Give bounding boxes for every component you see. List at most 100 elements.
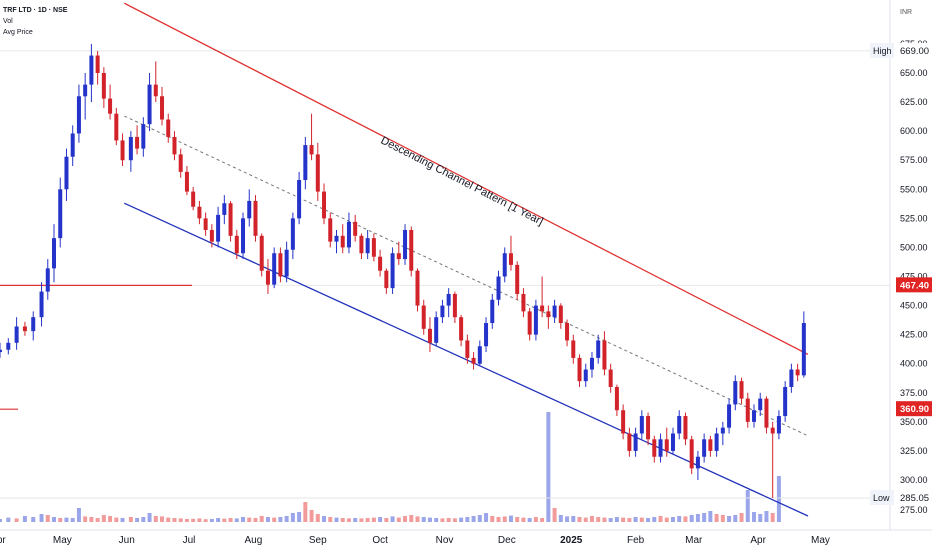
volume-bar: [614, 517, 619, 522]
volume-bar: [689, 515, 694, 522]
candle-body: [197, 206, 202, 219]
x-tick-label: 2025: [560, 535, 583, 546]
candle-body: [484, 323, 489, 347]
candle-body: [783, 386, 788, 417]
legend-avg-price[interactable]: Avg Price: [3, 29, 33, 36]
volume-bar: [153, 516, 158, 522]
candle-body: [646, 416, 651, 440]
candle-body: [403, 229, 408, 260]
volume-bar: [571, 516, 576, 522]
channel-lower-line[interactable]: [124, 202, 809, 517]
volume-bar: [384, 518, 389, 522]
volume-bar: [191, 518, 196, 522]
candle-body: [101, 73, 106, 99]
volume-bar: [714, 514, 719, 522]
volume-bar: [284, 516, 289, 522]
candle-body: [259, 235, 264, 271]
candle-body: [589, 357, 594, 370]
candle-body: [58, 189, 63, 239]
volume-bar: [465, 517, 470, 522]
candle-body: [172, 136, 177, 155]
volume-bar: [209, 519, 214, 522]
candle-body: [683, 416, 688, 440]
volume-bar: [646, 518, 651, 522]
volume-bar: [658, 516, 663, 522]
volume-bar: [727, 516, 732, 522]
volume-bar: [203, 519, 208, 522]
candle-body: [446, 293, 451, 306]
volume-bar: [197, 518, 202, 522]
volume-bar: [415, 516, 420, 522]
volume-bar: [95, 518, 100, 522]
candle-body: [128, 136, 133, 161]
candle-body: [334, 235, 339, 242]
y-tick-label: 600.00: [900, 126, 928, 136]
y-tick-label: 400.00: [900, 359, 928, 369]
volume-bar: [228, 518, 233, 522]
volume-bar: [477, 515, 482, 522]
channel-upper-line[interactable]: [124, 2, 809, 355]
volume-bar: [770, 513, 775, 522]
candle-body: [695, 456, 700, 469]
candle-body: [533, 305, 538, 335]
x-tick-label: Aug: [245, 535, 263, 546]
candle-body: [558, 305, 563, 324]
volume-bar: [22, 516, 27, 522]
candle-body: [434, 317, 439, 343]
candle-body: [789, 369, 794, 387]
volume-bar: [359, 518, 364, 522]
y-tick-label: 300.00: [900, 475, 928, 485]
volume-bar: [234, 518, 239, 522]
x-tick-label: Sep: [309, 535, 327, 546]
candle-body: [527, 311, 532, 335]
candle-body: [191, 191, 196, 207]
candle-body: [353, 221, 358, 236]
volume-bar: [390, 516, 395, 522]
volume-bar: [334, 517, 339, 522]
candle-body: [6, 342, 11, 350]
volume-bar: [633, 517, 638, 522]
candle-body: [147, 84, 152, 125]
legend-volume[interactable]: Vol: [3, 18, 13, 25]
candle-body: [795, 369, 800, 376]
volume-bar: [108, 516, 113, 522]
volume-bar: [776, 476, 781, 522]
volume-bar: [371, 517, 376, 522]
volume-bar: [83, 516, 88, 522]
descending-channel[interactable]: [124, 2, 809, 517]
candle-body: [702, 439, 707, 457]
legend-symbol[interactable]: TRF LTD · 1D · NSE: [3, 7, 68, 14]
candle-body: [64, 156, 69, 190]
candle-body: [652, 439, 657, 457]
candle-body: [346, 221, 351, 248]
volume-bar: [440, 518, 445, 522]
candle-body: [203, 218, 208, 230]
volume-bar: [596, 517, 601, 522]
price-tag-0-bg: [896, 277, 932, 293]
volume-bar: [502, 516, 507, 522]
candle-body: [471, 357, 476, 364]
y-tick-label: 425.00: [900, 330, 928, 340]
volume-bar: [322, 516, 327, 522]
volume-bar: [583, 517, 588, 522]
candle-body: [108, 98, 113, 114]
high-tag-value: 669.00: [900, 46, 929, 57]
volume-bar: [515, 517, 520, 522]
volume-bar: [396, 517, 401, 522]
y-tick-label: 325.00: [900, 446, 928, 456]
volume-bar: [222, 518, 227, 522]
volume-bar: [677, 516, 682, 522]
volume-bar: [76, 508, 81, 522]
candle-body: [739, 381, 744, 399]
time-axis[interactable]: Apr May Jun Jul Aug Sep Oct Nov Dec 2025 Feb Mar Apr…: [0, 529, 932, 546]
x-tick-label: Nov: [436, 535, 454, 546]
low-tag-label-bg: [870, 489, 894, 505]
volume-bar: [160, 516, 165, 522]
volume-bar: [739, 513, 744, 522]
candle-body: [552, 305, 557, 318]
candle-body: [120, 140, 125, 161]
candle-body: [340, 235, 345, 248]
